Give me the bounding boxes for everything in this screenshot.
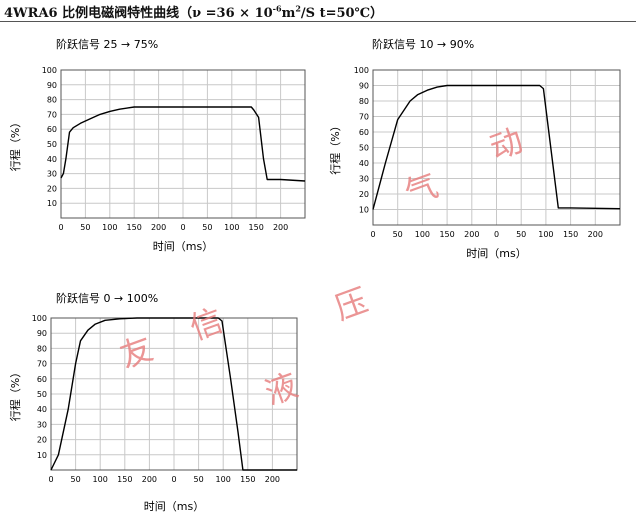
x-tick-label: 0: [171, 475, 176, 484]
x-tick-label: 50: [71, 475, 81, 484]
y-tick-label: 50: [359, 144, 369, 153]
x-tick-label: 50: [516, 230, 526, 239]
x-tick-label: 200: [464, 230, 479, 239]
x-tick-label: 100: [415, 230, 430, 239]
y-tick-label: 50: [37, 390, 47, 399]
y-tick-label: 20: [359, 190, 369, 199]
y-tick-label: 90: [359, 82, 369, 91]
page-title: 4WRA6 比例电磁阀特性曲线（ν =36 × 10-6m2/S t=50℃）: [4, 2, 383, 21]
series-line: [50, 317, 297, 471]
x-tick-label: 50: [202, 223, 212, 232]
x-tick-label: 200: [142, 475, 157, 484]
page-title-main: 4WRA6 比例电磁阀特性曲线（ν =36 × 10: [4, 6, 273, 21]
y-tick-label: 30: [37, 420, 47, 429]
y-tick-label: 40: [47, 155, 57, 164]
chart-title: 阶跃信号 10 → 90%: [372, 37, 474, 51]
x-tick-label: 150: [117, 475, 132, 484]
page-title-mid: m: [281, 6, 296, 21]
chart-3: 阶跃信号 0 → 100% 10 20 30 40 50 60 70 80 90 100 0 50 100…: [9, 291, 298, 513]
x-tick-label: 150: [249, 223, 264, 232]
x-tick-label: 50: [393, 230, 403, 239]
watermark-char: 气: [400, 166, 443, 213]
y-tick-label: 70: [359, 113, 369, 122]
page-title-exponent-1: -6: [272, 3, 282, 14]
x-tick-label: 200: [151, 223, 166, 232]
chart-1: 阶跃信号 25 → 75% 10 20 30 40 50 60 70 80 90 100 0 50 100…: [9, 37, 306, 253]
x-tick-label: 200: [273, 223, 288, 232]
y-axis-label: 行程（%）: [9, 117, 22, 171]
x-axis-label: 时间（ms）: [144, 500, 204, 513]
y-tick-label: 80: [359, 97, 369, 106]
x-tick-label: 0: [180, 223, 185, 232]
watermark-char: 信: [185, 301, 228, 348]
chart-title: 阶跃信号 25 → 75%: [56, 37, 158, 51]
y-tick-label: 40: [37, 405, 47, 414]
x-tick-label: 100: [216, 475, 231, 484]
x-tick-label: 100: [538, 230, 553, 239]
y-tick-label: 30: [359, 175, 369, 184]
plot-frame: [372, 69, 621, 226]
y-tick-label: 60: [37, 375, 47, 384]
y-tick-label: 60: [47, 125, 57, 134]
y-tick-label: 90: [37, 329, 47, 338]
y-axis-label: 行程（%）: [9, 367, 22, 421]
y-tick-label: 30: [47, 170, 57, 179]
chart-2: 阶跃信号 10 → 90% 10 20 30 40 50 60 70 80 90 100 0 50 100…: [329, 37, 621, 260]
y-tick-label: 60: [359, 128, 369, 137]
x-tick-label: 50: [194, 475, 204, 484]
x-tick-label: 100: [224, 223, 239, 232]
x-tick-label: 150: [240, 475, 255, 484]
x-tick-label: 0: [48, 475, 53, 484]
y-tick-label: 50: [47, 140, 57, 149]
series-line: [60, 106, 306, 182]
y-tick-label: 10: [37, 451, 47, 460]
y-tick-label: 40: [359, 159, 369, 168]
y-tick-label: 70: [37, 360, 47, 369]
y-tick-label: 10: [359, 206, 369, 215]
chart-title: 阶跃信号 0 → 100%: [56, 291, 158, 305]
watermark-char: 液: [260, 366, 303, 413]
x-tick-label: 50: [80, 223, 90, 232]
y-tick-label: 100: [32, 314, 47, 323]
y-tick-label: 20: [37, 436, 47, 445]
page-title-exponent-2: 2: [295, 3, 301, 14]
x-tick-label: 200: [588, 230, 603, 239]
x-axis-label: 时间（ms）: [466, 247, 526, 260]
x-tick-label: 200: [265, 475, 280, 484]
x-tick-label: 0: [58, 223, 63, 232]
x-axis-label: 时间（ms）: [153, 240, 213, 253]
title-divider: [0, 21, 636, 22]
x-tick-label: 100: [93, 475, 108, 484]
y-tick-label: 100: [354, 66, 369, 75]
y-axis-label: 行程（%）: [329, 120, 342, 174]
watermark-char: 压: [330, 281, 373, 328]
x-tick-label: 0: [370, 230, 375, 239]
page-title-end: /S t=50℃）: [300, 6, 384, 21]
y-tick-label: 100: [42, 66, 57, 75]
y-tick-label: 80: [47, 96, 57, 105]
watermark-char: 友: [115, 329, 158, 376]
series-line: [372, 84, 621, 210]
y-tick-label: 90: [47, 81, 57, 90]
x-tick-label: 0: [494, 230, 499, 239]
x-tick-label: 100: [102, 223, 117, 232]
y-tick-label: 20: [47, 184, 57, 193]
x-tick-label: 150: [439, 230, 454, 239]
y-tick-label: 80: [37, 344, 47, 353]
x-tick-label: 150: [563, 230, 578, 239]
y-tick-label: 10: [47, 199, 57, 208]
x-tick-label: 150: [127, 223, 142, 232]
y-tick-label: 70: [47, 110, 57, 119]
plot-frame: [60, 69, 306, 219]
